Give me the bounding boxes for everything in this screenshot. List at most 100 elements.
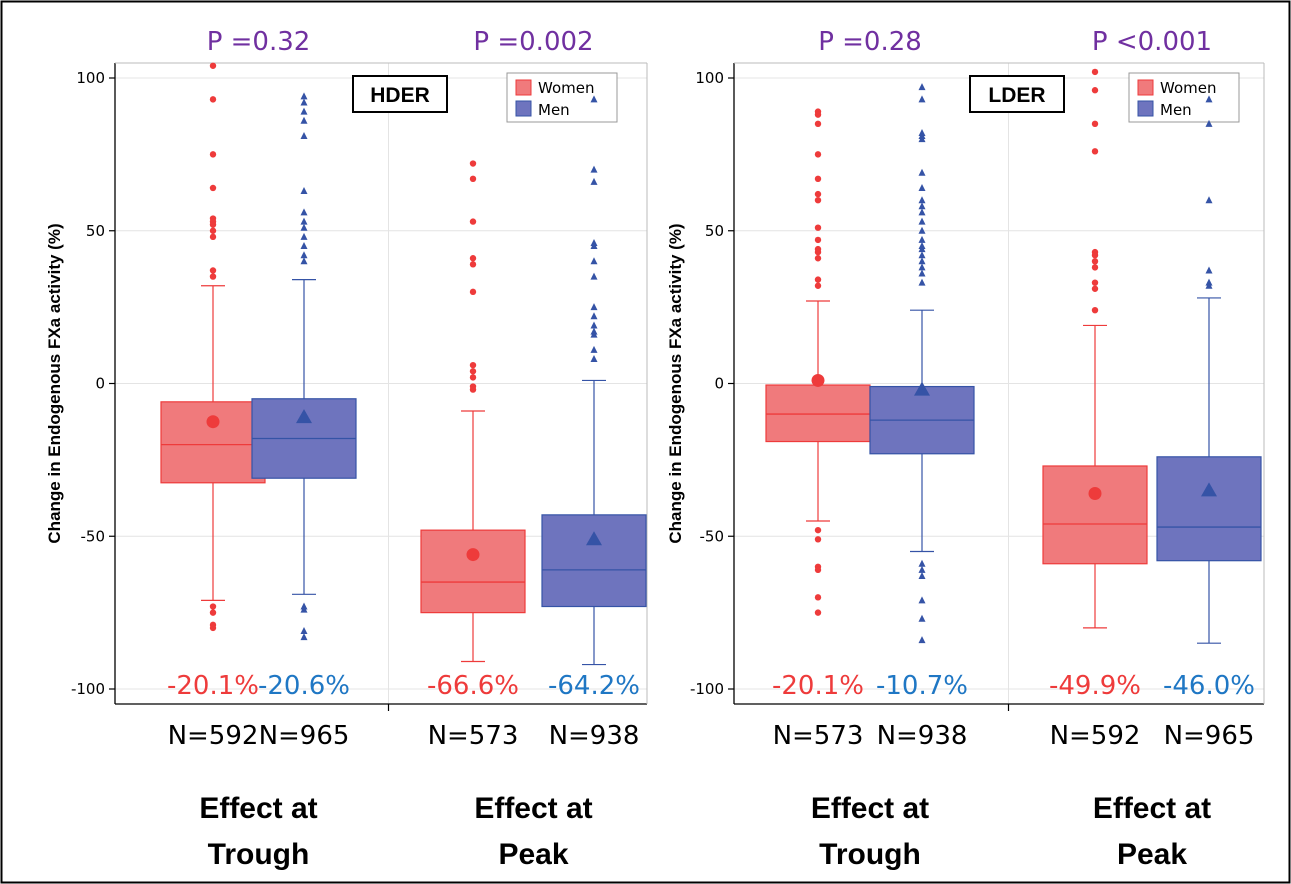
box-women: -20.1% N=592 xyxy=(160,62,266,751)
outlier-point xyxy=(918,596,926,604)
outlier-point xyxy=(209,184,217,192)
outlier-point xyxy=(209,603,217,610)
outlier-point xyxy=(590,330,598,338)
percent-change-label: -49.9% xyxy=(1049,671,1141,701)
outlier-point xyxy=(918,565,926,573)
outlier-point xyxy=(300,132,308,140)
outlier-point xyxy=(469,288,477,296)
outlier-point xyxy=(300,223,308,231)
outlier-point xyxy=(1205,95,1213,103)
outlier-point xyxy=(209,624,217,632)
outlier-point xyxy=(300,251,308,259)
outlier-point xyxy=(814,282,822,289)
box-iqr xyxy=(765,384,871,443)
outlier-point xyxy=(590,355,598,363)
outlier-point xyxy=(918,257,926,265)
outlier-point xyxy=(590,303,598,311)
n-label: N=938 xyxy=(549,721,640,751)
outlier-point xyxy=(469,374,477,381)
outlier-point xyxy=(918,226,926,234)
mean-marker xyxy=(811,373,825,387)
outlier-point xyxy=(814,224,822,231)
label-box xyxy=(969,75,1065,113)
outlier-point xyxy=(590,165,598,173)
outlier-point xyxy=(209,227,217,234)
outlier-point xyxy=(918,208,926,216)
legend-label-men: Men xyxy=(538,101,570,119)
mean-marker xyxy=(1088,486,1102,500)
outlier-point xyxy=(918,245,926,253)
n-label: N=965 xyxy=(259,721,350,751)
group-label: Effect at xyxy=(199,792,317,825)
n-label: N=592 xyxy=(168,721,259,751)
percent-change-label: -46.0% xyxy=(1163,671,1255,701)
mean-marker xyxy=(914,381,930,396)
outlier-point xyxy=(209,267,217,274)
label-box-text: HDER xyxy=(370,84,430,107)
percent-change-label: -64.2% xyxy=(548,671,640,701)
group-label: Effect at xyxy=(1093,792,1211,825)
outlier-point xyxy=(209,233,217,241)
group-label: Peak xyxy=(498,838,568,871)
group-label: Trough xyxy=(208,838,310,871)
panels: -100 -50 0 50 100 Change in Endogenous FXa ac… xyxy=(45,27,1265,871)
label-box-text: LDER xyxy=(988,84,1045,107)
group-label: Effect at xyxy=(811,792,929,825)
outlier-point xyxy=(300,107,308,115)
outlier-point xyxy=(918,614,926,622)
p-value-label: P <0.001 xyxy=(1092,27,1212,57)
outlier-point xyxy=(918,235,926,243)
outlier-point xyxy=(1091,148,1099,155)
outlier-point xyxy=(918,217,926,225)
outlier-point xyxy=(814,151,822,158)
mean-marker xyxy=(206,415,220,429)
outlier-point xyxy=(300,626,308,634)
y-tick-label: -50 xyxy=(700,527,725,545)
outlier-point xyxy=(814,594,822,601)
outlier-point xyxy=(814,255,822,262)
outlier-point xyxy=(1091,285,1099,292)
n-label: N=938 xyxy=(877,721,968,751)
outlier-point xyxy=(918,269,926,277)
outlier-point xyxy=(1205,119,1213,127)
outlier-point xyxy=(814,120,822,128)
outlier-point xyxy=(1205,281,1213,289)
p-value-label: P =0.28 xyxy=(818,27,922,57)
outlier-point xyxy=(209,151,217,158)
outlier-point xyxy=(300,116,308,124)
outlier-point xyxy=(918,183,926,191)
mean-marker xyxy=(466,548,480,562)
percent-change-label: -10.7% xyxy=(876,671,968,701)
mean-marker xyxy=(1201,482,1217,497)
legend-swatch-men xyxy=(515,100,532,117)
outlier-point xyxy=(814,536,822,543)
outlier-point xyxy=(814,175,822,183)
percent-change-label: -20.1% xyxy=(167,671,259,701)
outlier-point xyxy=(590,242,598,250)
outlier-point xyxy=(1091,258,1099,265)
outlier-point xyxy=(300,633,308,641)
outlier-point xyxy=(590,95,598,103)
outlier-point xyxy=(918,278,926,286)
percent-change-label: -20.6% xyxy=(258,671,350,701)
outlier-point xyxy=(469,175,477,183)
outlier-point xyxy=(1205,266,1213,274)
outlier-point xyxy=(918,559,926,567)
outlier-point xyxy=(1205,196,1213,204)
outlier-point xyxy=(918,196,926,204)
group-label: Peak xyxy=(1117,838,1187,871)
outlier-point xyxy=(300,208,308,216)
outlier-point xyxy=(209,221,217,228)
outlier-point xyxy=(1091,87,1099,94)
outlier-point xyxy=(814,526,822,534)
p-value-label: P =0.32 xyxy=(207,27,311,57)
outlier-point xyxy=(209,96,217,103)
box-iqr xyxy=(420,529,526,614)
outlier-point xyxy=(209,62,217,69)
y-tick-label: -100 xyxy=(690,680,724,698)
outlier-point xyxy=(469,386,477,393)
outlier-point xyxy=(814,566,822,574)
outlier-point xyxy=(918,95,926,103)
outlier-point xyxy=(918,251,926,259)
outlier-point xyxy=(1091,120,1099,128)
